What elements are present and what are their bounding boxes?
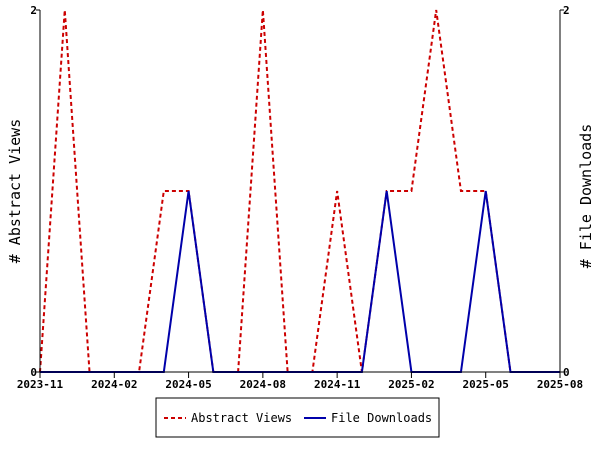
- legend-label-abstract-views: Abstract Views: [191, 411, 292, 425]
- legend-box: [155, 397, 440, 438]
- x-tick-label-2023-11: 2023-11: [17, 378, 64, 391]
- x-tick-label-2025-08: 2025-08: [537, 378, 583, 391]
- legend-label-file-downloads: File Downloads: [331, 411, 432, 425]
- y-tick-label-right-0: 0: [563, 366, 570, 379]
- x-tick-label-2025-05: 2025-05: [463, 378, 509, 391]
- x-tick-label-2024-08: 2024-08: [240, 378, 286, 391]
- x-tick-label-2024-02: 2024-02: [91, 378, 137, 391]
- x-tick-label-2024-05: 2024-05: [165, 378, 211, 391]
- x-tick-label-2025-02: 2025-02: [388, 378, 434, 391]
- y-axis-title-right: # File Downloads: [577, 124, 595, 269]
- y-tick-label-right-2: 2: [563, 4, 570, 17]
- x-tick-label-2024-11: 2024-11: [314, 378, 361, 391]
- legend: Abstract Views File Downloads: [155, 397, 440, 438]
- y-tick-label-left-0: 0: [30, 366, 37, 379]
- y-axis-title-left: # Abstract Views: [6, 119, 24, 264]
- y-tick-label-left-2: 2: [30, 4, 37, 17]
- tick-layer: 2023-11 2024-02 2024-05 2024-08 2024-11 2025-…: [17, 4, 583, 391]
